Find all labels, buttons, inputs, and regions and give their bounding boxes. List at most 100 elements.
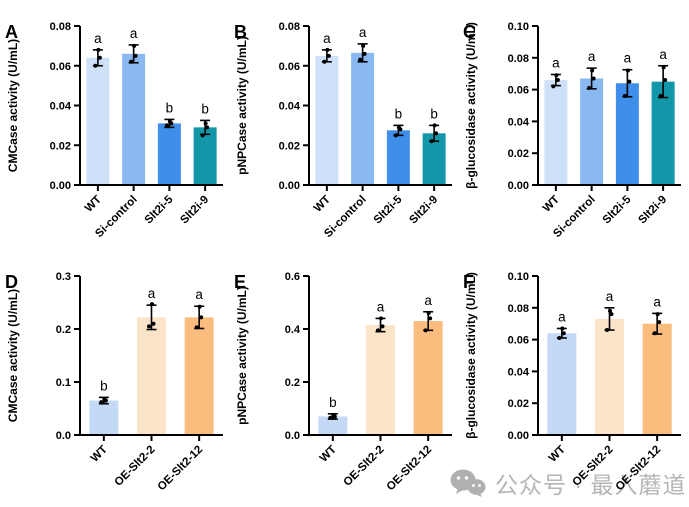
x-category-label: WT [83,194,104,215]
data-point [199,315,204,320]
data-point [362,51,367,56]
y-tick-label: 0.06 [279,61,300,73]
bar-OE-Slt2-2 [595,318,624,435]
watermark-text: 公众号 · 最入蘑道 [495,472,687,498]
y-tick-label: 0.06 [508,335,529,347]
y-tick-label: 0.3 [56,271,71,283]
sig-letter: b [329,395,337,410]
y-tick-label: 0.10 [508,271,529,283]
data-point [358,57,363,62]
y-tick-label: 0.06 [508,85,529,97]
x-category-label: OE-Slt2-12 [385,444,435,494]
data-point [132,43,137,48]
data-point [663,78,668,83]
y-tick-label: 0.04 [279,101,301,113]
data-point [151,321,156,326]
data-point [591,76,596,81]
x-category-label: Slt2i-5 [601,193,634,226]
sig-letter: b [430,106,438,121]
y-tick-label: 0.2 [285,377,300,389]
y-tick-label: 0.02 [508,398,529,410]
y-tick-label: 0.02 [508,148,529,160]
watermark: 公众号 · 最入蘑道 [450,466,686,500]
sig-letter: a [130,26,138,41]
data-point [561,331,566,336]
data-point [393,133,398,138]
bar-Slt2i-9 [651,81,675,185]
data-point [557,336,562,341]
y-tick-label: 0.08 [508,303,529,315]
chart-C: a a a a0.000.020.040.060.080.10WTSi-control… [463,21,681,240]
bar-WT [89,400,119,435]
data-point [396,125,401,130]
data-point [376,328,380,333]
y-axis-title: β-glucosidase activity (U/mL) [464,22,478,189]
panel-C: a a a a 0.00 0.02 0.04 0.06 0.08 0.10 WT Si-control… [458,0,689,250]
y-tick-label: 0.02 [50,140,71,152]
data-point [133,53,138,58]
data-point [328,415,333,420]
x-category-label: OE-Slt2-2 [571,444,616,489]
y-tick-label: 0.04 [508,116,530,128]
data-point [429,139,434,144]
data-point [423,328,428,333]
data-point [622,93,627,98]
panel-letter: D [5,272,18,292]
data-point [203,121,208,126]
y-tick-label: 0.08 [50,21,71,33]
data-point [96,47,101,52]
y-tick-label: 0.10 [508,21,529,33]
data-point [326,53,331,58]
data-point [331,413,336,418]
x-category-label: OE-Slt2-12 [156,444,206,494]
data-point [590,68,595,73]
data-point [102,396,107,401]
sig-letter: a [323,31,331,46]
x-category-label: OE-Slt2-12 [614,444,664,494]
data-point [147,324,151,329]
sig-letter: a [653,294,661,309]
x-category-label: Slt2i-9 [407,194,440,227]
data-point [608,308,612,313]
data-point [627,79,632,84]
data-point [322,59,327,64]
panel-D: b a a 0.0 0.1 0.2 0.3 WT OE-Slt2-2 OE-Slt2-12 CMCa… [0,250,229,507]
x-category-label: Slt2i-5 [143,193,176,226]
panel-letter: B [234,22,247,42]
y-tick-label: 0.1 [56,377,71,389]
sig-letter: a [424,293,432,308]
y-tick-label: 0.02 [279,140,300,152]
x-category-label: WT [312,194,333,215]
x-category-label: WT [89,444,110,465]
y-tick-label: 0.00 [279,180,300,192]
bar-Si-control [580,78,604,185]
sig-letter: a [195,287,203,302]
data-point [197,304,202,309]
x-category-label: WT [541,194,562,215]
x-category-label: Slt2i-9 [178,194,211,227]
data-point [164,123,169,128]
data-point [434,131,439,136]
panel-letter: E [234,272,246,292]
x-category-label: WT [318,444,339,465]
data-point [554,73,559,78]
data-point [605,328,609,333]
sig-letter: b [166,100,174,115]
bar-Slt2i-5 [386,130,410,185]
data-point [97,55,102,60]
data-point [560,326,565,331]
wechat-icon [450,469,486,497]
bar-Slt2i-9 [193,127,217,185]
bar-Si-control [122,53,146,186]
panel-A: a a b b 0.00 0.02 0.04 0.06 0.08 WT Si-control Slt2… [0,0,229,250]
data-point [551,84,556,89]
y-tick-label: 0.0 [285,430,300,442]
y-tick-label: 0.6 [285,271,300,283]
y-tick-label: 0.00 [50,180,71,192]
bar-WT [86,57,110,185]
y-axis-title: CMCase activity (U/mL) [6,289,20,422]
sig-letter: a [558,309,566,324]
panel-letter: A [5,22,18,42]
